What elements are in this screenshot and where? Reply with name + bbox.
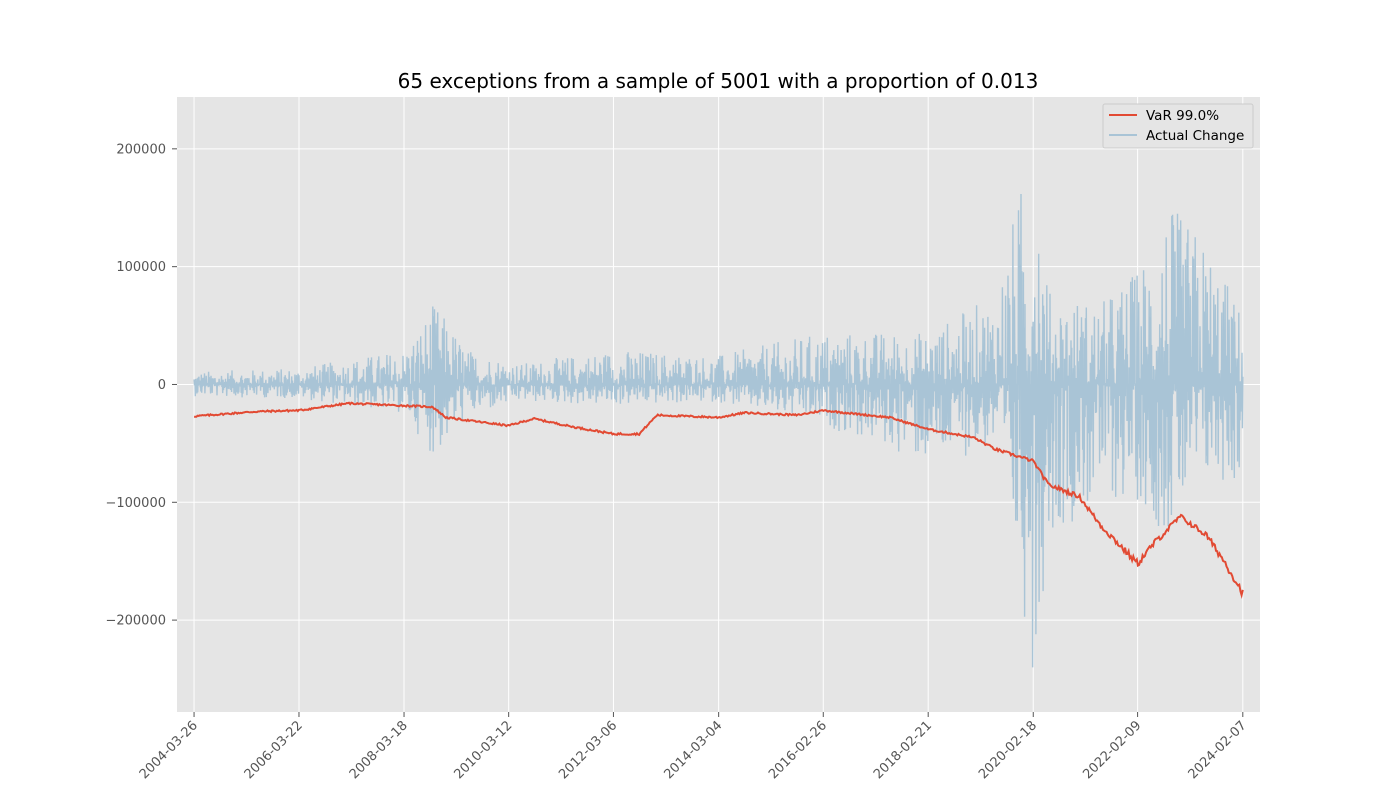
x-tick-label: 2018-02-21 (871, 718, 935, 782)
x-tick-label: 2006-03-22 (242, 718, 306, 782)
x-tick-label: 2016-02-26 (766, 718, 830, 782)
x-tick-label: 2010-03-12 (451, 718, 515, 782)
y-tick-label: 0 (158, 378, 166, 393)
actual-change-series (193, 193, 1244, 668)
x-tick-label: 2012-03-06 (556, 718, 620, 782)
y-tick-label: −200000 (105, 614, 166, 629)
chart-title: 65 exceptions from a sample of 5001 with… (398, 69, 1039, 93)
x-tick-label: 2014-03-04 (661, 718, 725, 782)
x-tick-label: 2020-02-18 (976, 718, 1040, 782)
y-tick-label: 200000 (116, 142, 166, 157)
x-tick-label: 2022-02-09 (1080, 718, 1144, 782)
x-tick-label: 2008-03-18 (347, 718, 411, 782)
y-tick-label: −100000 (105, 496, 166, 511)
var-series (194, 401, 1244, 600)
y-tick-labels: 200000 100000 0 −100000 −200000 (105, 142, 166, 628)
legend-label-var: VaR 99.0% (1146, 108, 1219, 124)
legend-box (1102, 103, 1254, 149)
var-line (194, 401, 1244, 600)
x-tick-labels: 2004-03-26 2006-03-22 2008-03-18 2010-03-12… (137, 718, 1250, 782)
actual-change-line (193, 193, 1244, 668)
y-tick-label: 100000 (116, 260, 166, 275)
x-tick-label: 2004-03-26 (137, 718, 201, 782)
legend-label-actual: Actual Change (1146, 128, 1244, 144)
x-tick-label: 2024-02-07 (1186, 718, 1250, 782)
legend: VaR 99.0% Actual Change (1102, 103, 1254, 149)
